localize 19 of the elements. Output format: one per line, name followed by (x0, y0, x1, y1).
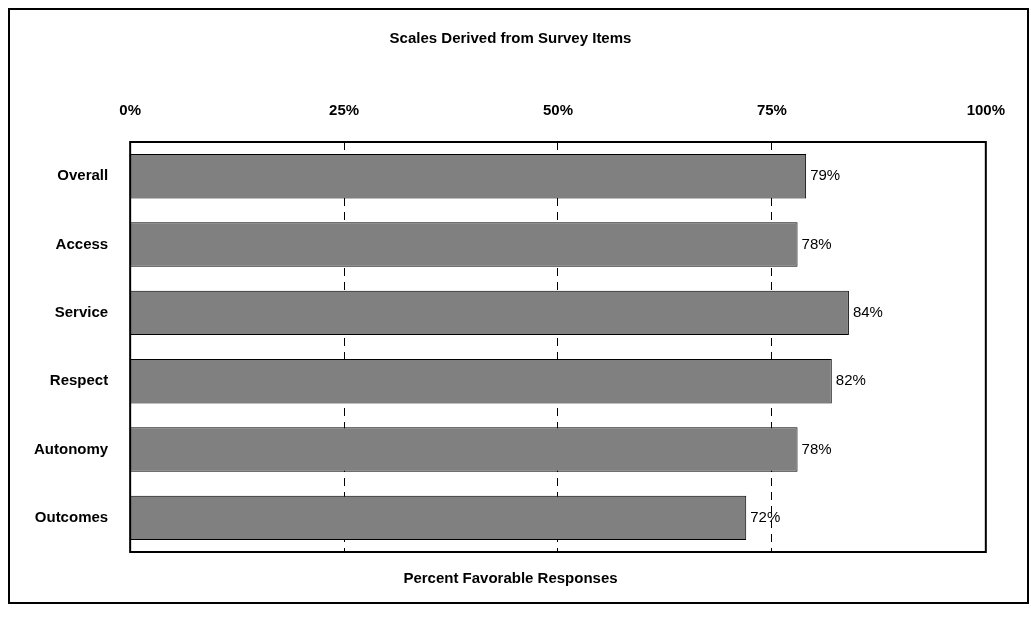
x-tick-label: 100% (966, 101, 1006, 119)
data-label: 78% (801, 234, 832, 252)
x-tick-label: 50% (542, 101, 573, 119)
x-tick-label: 75% (756, 101, 787, 119)
x-tick-label: 25% (329, 101, 360, 119)
y-tick-label: Overall (57, 166, 109, 184)
y-tick-label: Service (54, 302, 109, 320)
data-label: 79% (810, 166, 841, 184)
y-tick-label: Outcomes (34, 507, 109, 525)
data-label: 82% (835, 371, 866, 389)
y-tick-label: Autonomy (33, 439, 109, 457)
y-tick-label: Respect (49, 371, 109, 389)
y-tick-label: Access (55, 234, 109, 252)
data-label: 78% (801, 439, 832, 457)
x-tick-label: 0% (119, 101, 141, 119)
x-axis-title: Percent Favorable Responses (403, 569, 618, 587)
data-label: 84% (852, 302, 883, 320)
data-label: 72% (750, 507, 781, 525)
chart-subtitle: Scales Derived from Survey Items (389, 29, 632, 47)
